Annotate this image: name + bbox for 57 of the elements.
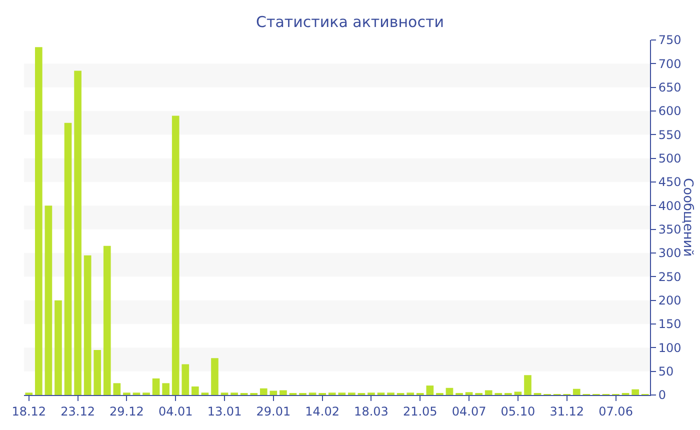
y-tick-label: 450 (658, 175, 682, 190)
x-tick-label: 31.12 (550, 404, 584, 418)
x-tick-label: 05.10 (500, 404, 536, 418)
bar (426, 386, 434, 395)
y-tick-label: 400 (658, 198, 682, 213)
y-tick-label: 250 (658, 270, 682, 284)
bar (211, 358, 218, 395)
bar (182, 364, 190, 395)
y-tick-label: 100 (658, 340, 682, 355)
chart-title: Статистика активности (256, 12, 444, 31)
bar (260, 388, 268, 395)
x-tick-label: 18.03 (354, 404, 388, 418)
bar (192, 386, 199, 395)
y-tick-label: 350 (658, 222, 682, 237)
x-tick-label: 18.12 (12, 404, 46, 418)
y-tick-label: 300 (658, 246, 682, 260)
x-tick-label: 07.06 (598, 404, 633, 418)
bar (64, 122, 72, 395)
y-tick-label: 50 (658, 364, 674, 379)
bar (113, 383, 121, 395)
bar (280, 390, 287, 395)
x-tick-label: 04.07 (452, 404, 486, 418)
bar (54, 300, 62, 395)
y-tick-label: 600 (658, 104, 682, 118)
bar (103, 246, 111, 395)
bar (270, 390, 278, 395)
y-tick-label: 650 (658, 80, 682, 95)
y-axis-title: Сообщений (680, 178, 695, 257)
bar (465, 392, 473, 395)
bar (514, 392, 522, 395)
bar (35, 47, 42, 395)
y-tick-label: 150 (658, 317, 682, 332)
bar (446, 388, 454, 395)
x-tick-label: 23.12 (60, 404, 95, 418)
bar (84, 255, 92, 395)
y-tick-label: 500 (658, 152, 682, 166)
bar (524, 375, 532, 395)
x-tick-label: 13.01 (207, 404, 242, 418)
bar (484, 390, 492, 395)
bar (172, 116, 180, 395)
bar (44, 206, 52, 395)
x-tick-label: 04.01 (158, 404, 193, 418)
bar (152, 378, 160, 395)
y-tick-label: 0 (658, 388, 666, 402)
x-tick-label: 21.05 (402, 404, 438, 418)
bar (572, 388, 580, 395)
x-tick-label: 29.01 (256, 404, 291, 418)
y-tick-label: 550 (658, 128, 682, 142)
y-tick-label: 750 (658, 33, 682, 48)
x-tick-label: 14.02 (305, 404, 340, 418)
bar (74, 70, 82, 395)
y-tick-label: 700 (658, 56, 682, 71)
bar (94, 350, 102, 395)
bar (162, 383, 170, 395)
x-tick-label: 29.12 (110, 404, 144, 418)
bar (632, 389, 639, 395)
y-tick-label: 200 (658, 294, 682, 308)
